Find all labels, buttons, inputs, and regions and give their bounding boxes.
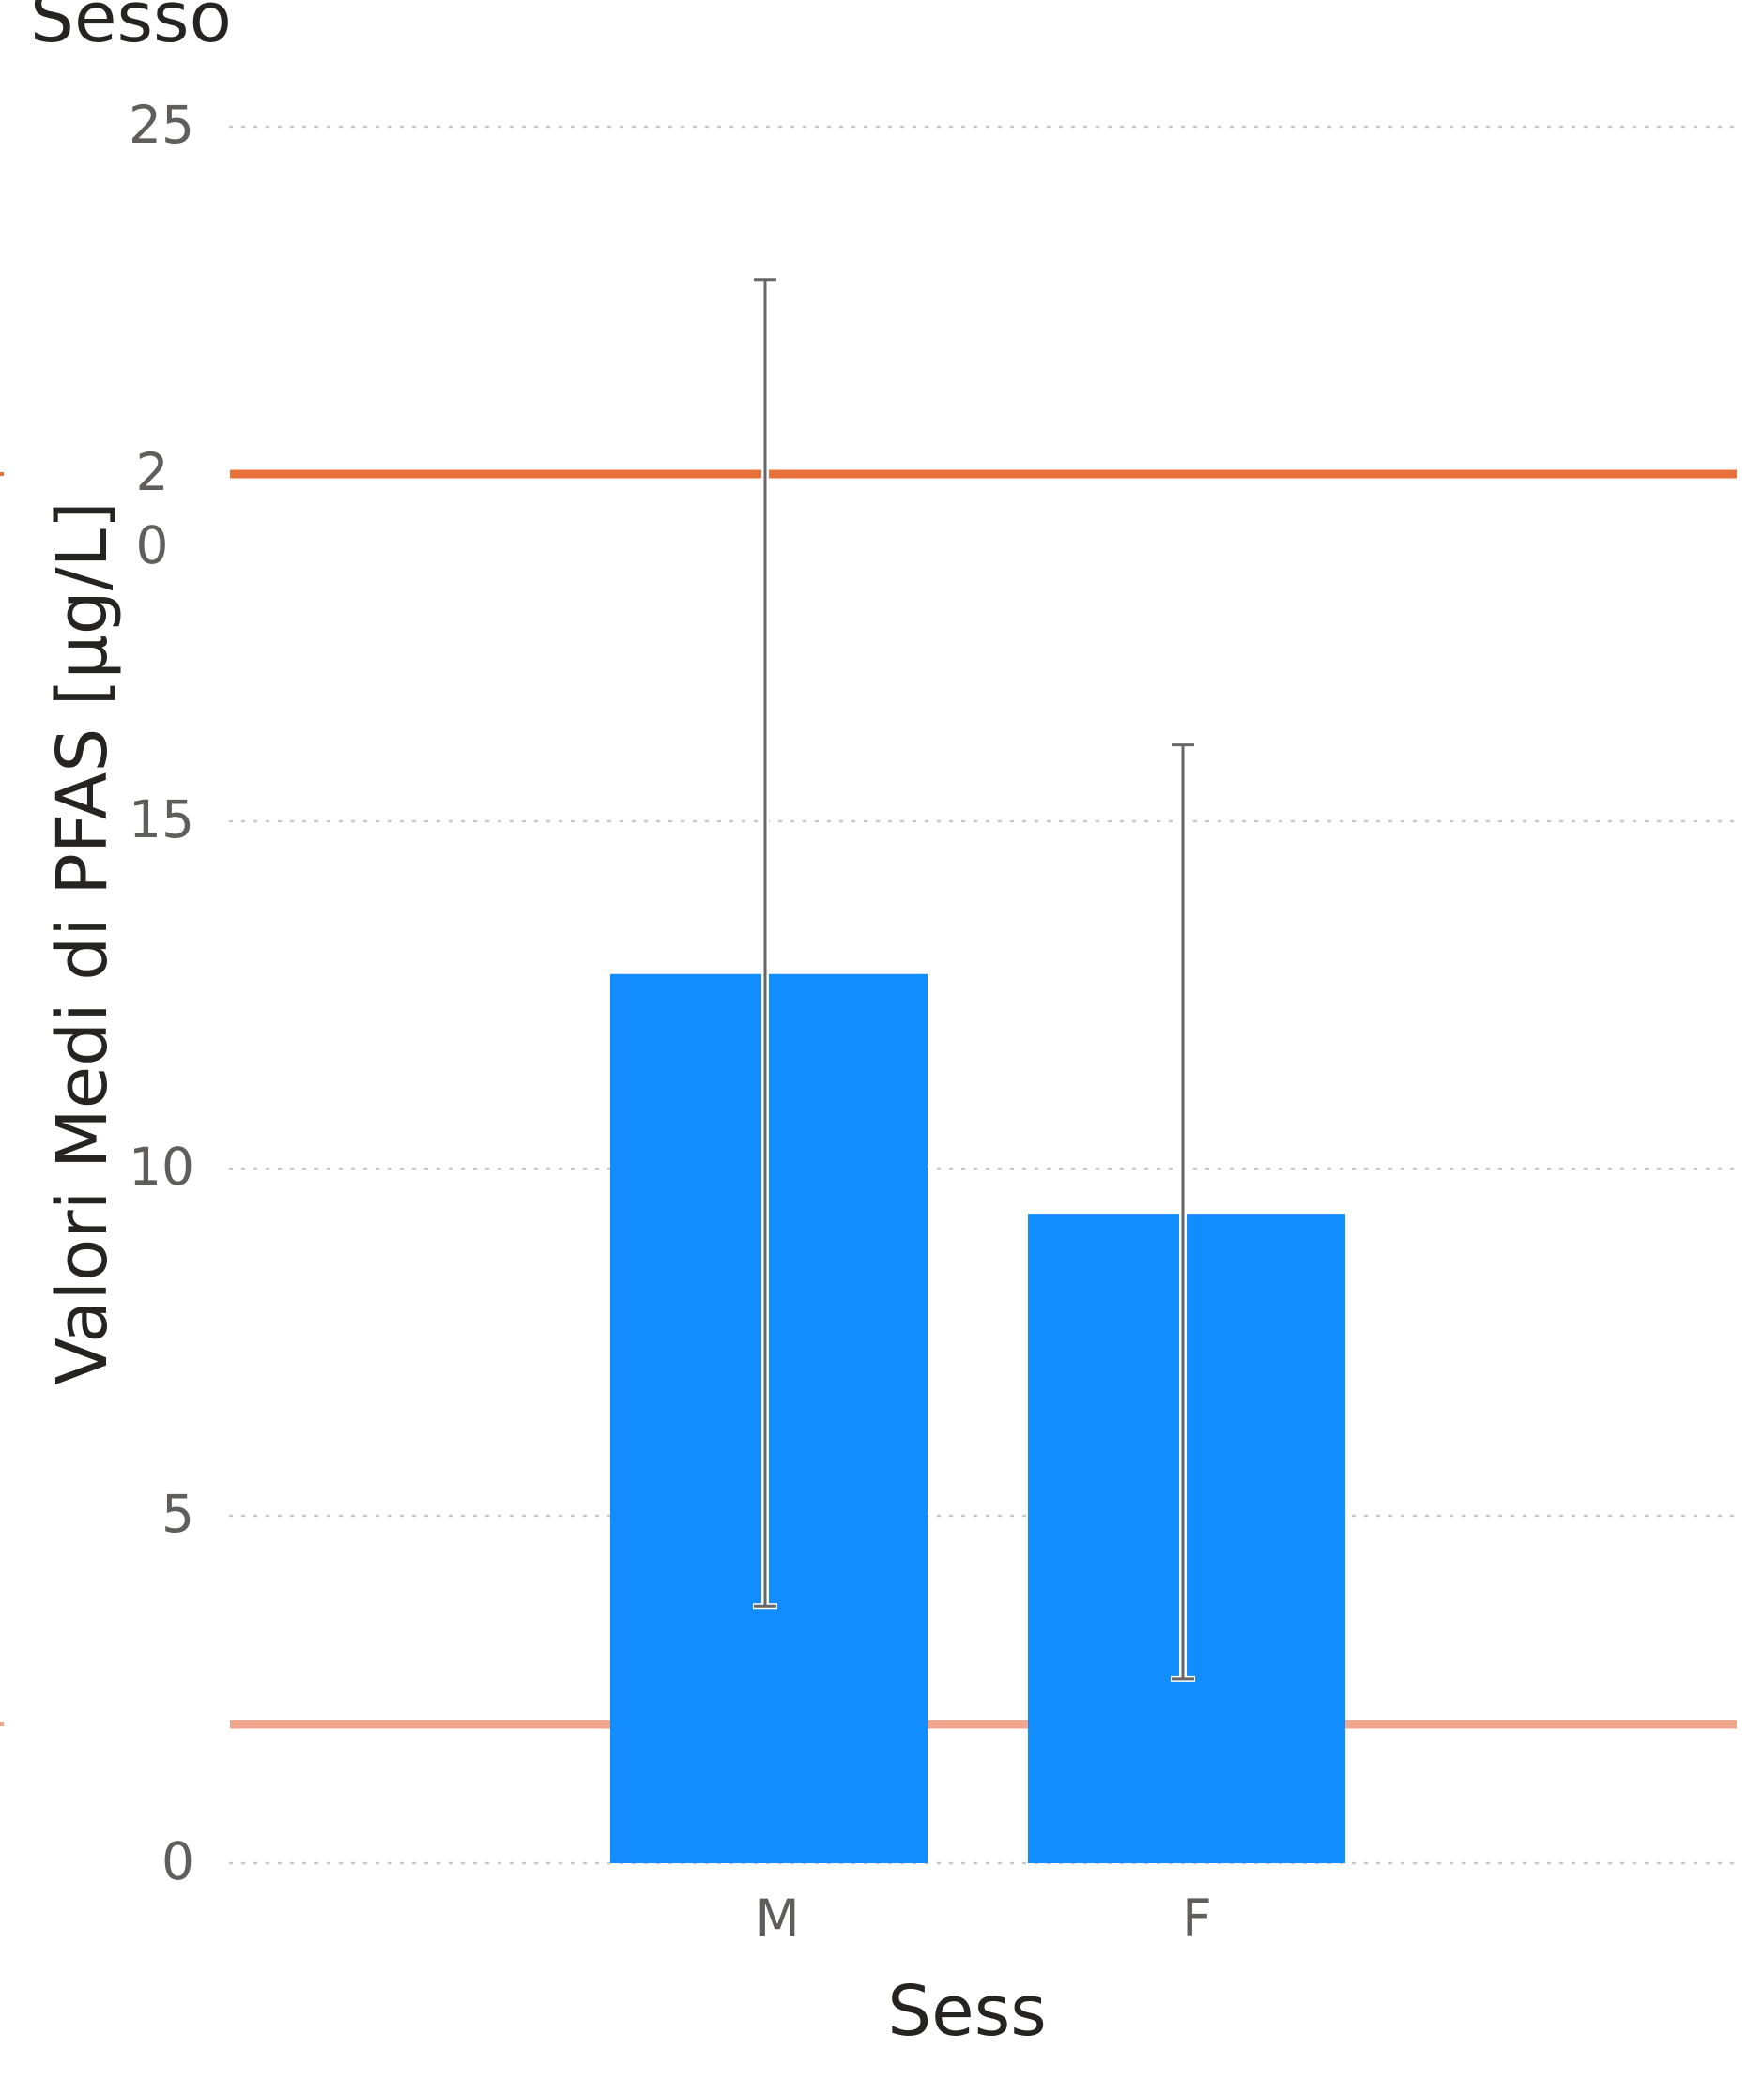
- y-tick-label: 25: [129, 95, 194, 155]
- chart-title: Sesso: [30, 0, 232, 58]
- y-tick-label: 10: [129, 1137, 194, 1197]
- x-tick-label: F: [1182, 1889, 1212, 1949]
- y-tick-label: 0: [161, 1831, 194, 1891]
- bars: [610, 973, 1345, 1863]
- y-axis-ticks: 0 5 10 15 2 0 25: [129, 95, 194, 1891]
- y-tick-label: 15: [129, 789, 194, 849]
- y-axis-label: Valori Medi di PFAS [µg/L]: [42, 501, 123, 1385]
- gridlines: [228, 125, 1739, 1865]
- error-bars: [753, 276, 1195, 1682]
- error-bar-m: [753, 276, 777, 1610]
- x-tick-label: M: [755, 1889, 799, 1949]
- error-bar-f: [1171, 742, 1195, 1682]
- x-axis-label: Sess: [887, 1971, 1047, 2052]
- reference-lines: [0, 469, 1737, 1729]
- y-tick-label: 5: [161, 1484, 194, 1544]
